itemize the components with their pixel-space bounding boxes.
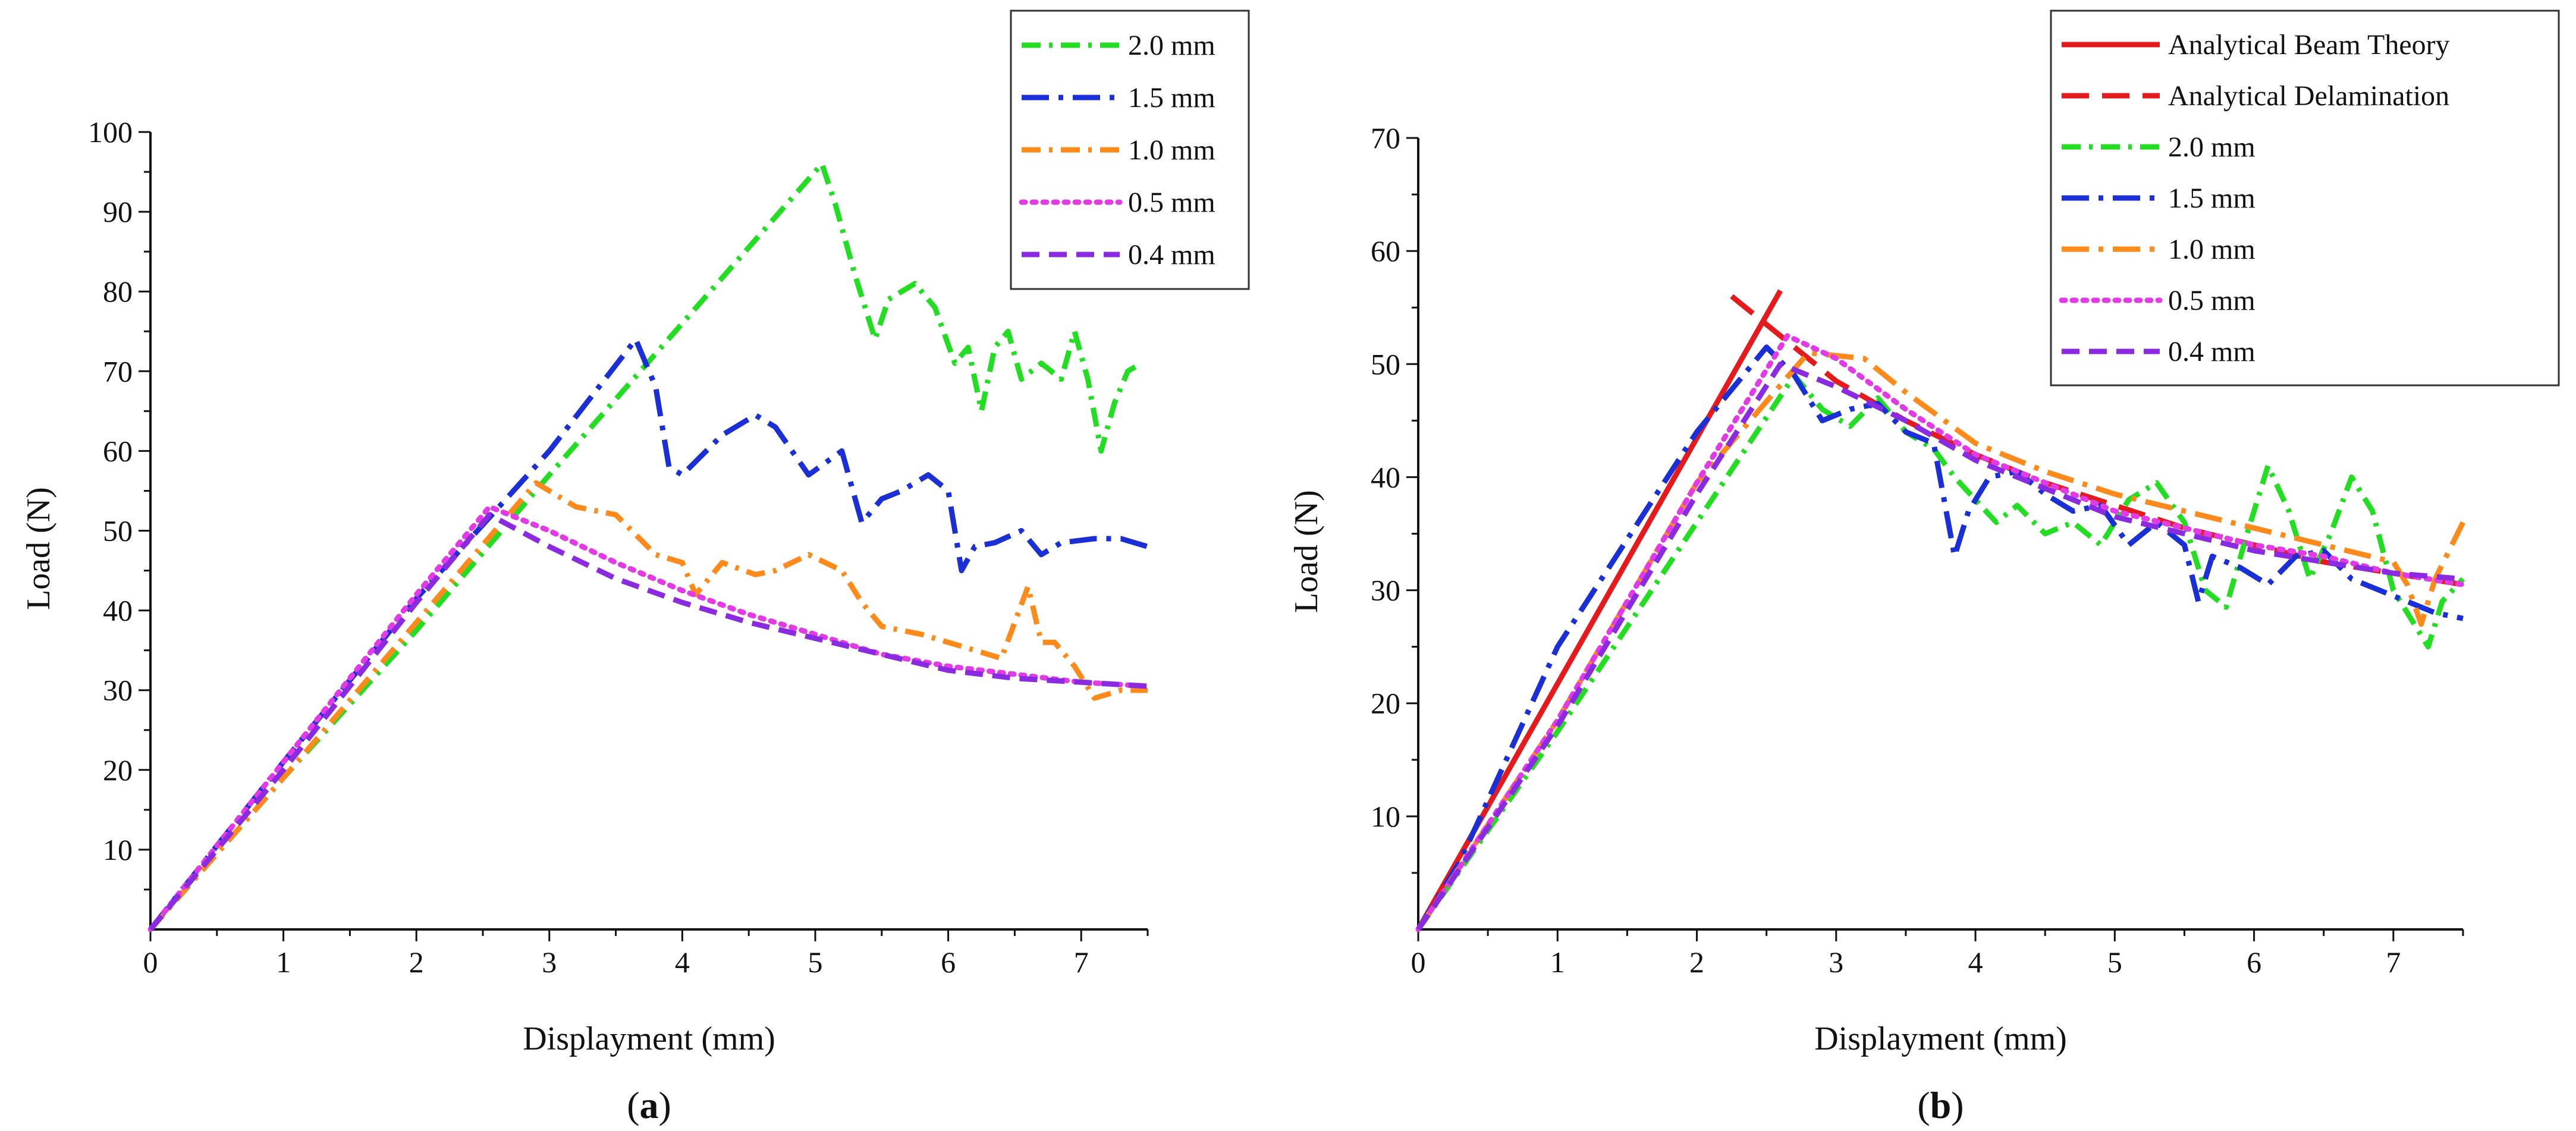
legend-entry: 1.5 mm xyxy=(1022,82,1215,114)
legend-label: 1.0 mm xyxy=(1128,134,1215,166)
panel-label: (b) xyxy=(1917,1084,1964,1126)
series-line-0-4-mm xyxy=(148,512,1148,931)
chart-panel-b: 0 1 2 3 4 5 6 7 10 20 30 40 50 60 70 Displayment (mm) Lo… xyxy=(1288,10,2560,1126)
legend: 2.0 mm 1.5 mm 1.0 mm 0.5 mm 0.4 mm xyxy=(1010,10,1250,290)
y-tick-label: 30 xyxy=(1371,574,1400,607)
legend-entry: 0.4 mm xyxy=(1022,239,1215,271)
x-tick-label: 2 xyxy=(409,945,424,979)
y-axis-title: Load (N) xyxy=(1288,490,1325,613)
series-line-1-5-mm xyxy=(148,337,1149,931)
panel-label: (a) xyxy=(627,1084,671,1126)
legend-label: 1.5 mm xyxy=(2168,183,2255,214)
series-line-1-0-mm xyxy=(1416,350,2466,931)
legend-entry: 1.0 mm xyxy=(2062,234,2255,265)
series-line-1-5-mm xyxy=(1416,344,2464,931)
legend-label: 0.4 mm xyxy=(2168,336,2255,367)
series-line-2-0-mm xyxy=(1416,372,2465,931)
y-tick-label: 50 xyxy=(1371,347,1400,381)
series-line-1-0-mm xyxy=(148,480,1148,931)
x-tick-label: 5 xyxy=(808,945,823,979)
legend-label: 2.0 mm xyxy=(1128,30,1215,61)
panel-label-close: ) xyxy=(659,1084,671,1126)
x-tick-label: 5 xyxy=(2107,945,2122,979)
legend-label: 1.5 mm xyxy=(1128,82,1215,114)
y-tick-label: 80 xyxy=(103,275,133,308)
legend-entry: 2.0 mm xyxy=(2062,131,2255,163)
legend: Analytical Beam Theory Analytical Delamin… xyxy=(2050,10,2560,387)
legend-label: Analytical Beam Theory xyxy=(2168,29,2450,61)
y-tick-label: 50 xyxy=(103,514,133,548)
series-line-0-5-mm xyxy=(1415,333,2466,932)
legend-entry: 1.0 mm xyxy=(1022,134,1215,166)
x-tick-label: 7 xyxy=(1074,945,1089,979)
x-tick-label: 0 xyxy=(1411,945,1426,979)
y-tick-label: 10 xyxy=(1371,800,1400,833)
panel-label-open: ( xyxy=(627,1084,639,1126)
legend-entry: 0.5 mm xyxy=(2059,285,2255,316)
x-tick-label: 4 xyxy=(675,945,690,979)
y-tick-label: 70 xyxy=(103,354,133,388)
legend-entry: 0.4 mm xyxy=(2062,336,2255,367)
y-tick-label: 20 xyxy=(103,753,133,787)
legend-label: Analytical Delamination xyxy=(2168,80,2449,112)
y-tick-label: 70 xyxy=(1371,121,1400,155)
x-tick-label: 2 xyxy=(1689,945,1704,979)
x-tick-label: 3 xyxy=(542,945,557,979)
panel-label-letter: a xyxy=(640,1084,659,1126)
x-tick-label: 1 xyxy=(276,945,291,979)
y-tick-label: 30 xyxy=(103,674,133,707)
y-tick-label: 60 xyxy=(103,434,133,467)
legend-label: 2.0 mm xyxy=(2168,131,2255,163)
y-tick-label: 100 xyxy=(88,115,133,149)
y-tick-label: 40 xyxy=(103,594,133,627)
series-line-0-4-mm xyxy=(1416,361,2464,931)
y-tick-label: 60 xyxy=(1371,234,1400,268)
legend-label: 1.0 mm xyxy=(2168,234,2255,265)
legend-entry: 1.5 mm xyxy=(2062,183,2255,214)
x-tick-label: 1 xyxy=(1550,945,1565,979)
y-tick-label: 20 xyxy=(1371,687,1400,720)
chart-panel-a: 0 1 2 3 4 5 6 7 10 20 30 40 50 60 70 80 90 100 Displayment… xyxy=(20,10,1250,1126)
x-tick-label: 3 xyxy=(1829,945,1843,979)
x-tick-label: 6 xyxy=(941,945,956,979)
legend-label: 0.5 mm xyxy=(2168,285,2255,316)
x-axis-title: Displayment (mm) xyxy=(523,1020,775,1057)
y-tick-label: 90 xyxy=(103,195,133,228)
legend-entry: 2.0 mm xyxy=(1022,30,1215,61)
legend-entry: Analytical Beam Theory xyxy=(2062,29,2450,61)
x-tick-label: 4 xyxy=(1968,945,1983,979)
x-tick-label: 0 xyxy=(143,945,158,979)
panel-label-letter: b xyxy=(1930,1084,1952,1126)
x-tick-label: 6 xyxy=(2247,945,2261,979)
legend-label: 0.5 mm xyxy=(1128,187,1215,218)
series-line-2-0-mm xyxy=(148,161,1143,931)
y-tick-label: 40 xyxy=(1371,460,1400,494)
x-axis-title: Displayment (mm) xyxy=(1814,1020,2067,1057)
y-axis-title: Load (N) xyxy=(20,487,57,610)
y-tick-label: 10 xyxy=(103,833,133,866)
panel-label-open: ( xyxy=(1917,1084,1930,1126)
legend-entry: Analytical Delamination xyxy=(2062,80,2449,112)
legend-entry: 0.5 mm xyxy=(1019,187,1215,218)
series-line-0-5-mm xyxy=(147,504,1151,932)
panel-label-close: ) xyxy=(1951,1084,1964,1126)
legend-label: 0.4 mm xyxy=(1128,239,1215,271)
x-tick-label: 7 xyxy=(2386,945,2401,979)
